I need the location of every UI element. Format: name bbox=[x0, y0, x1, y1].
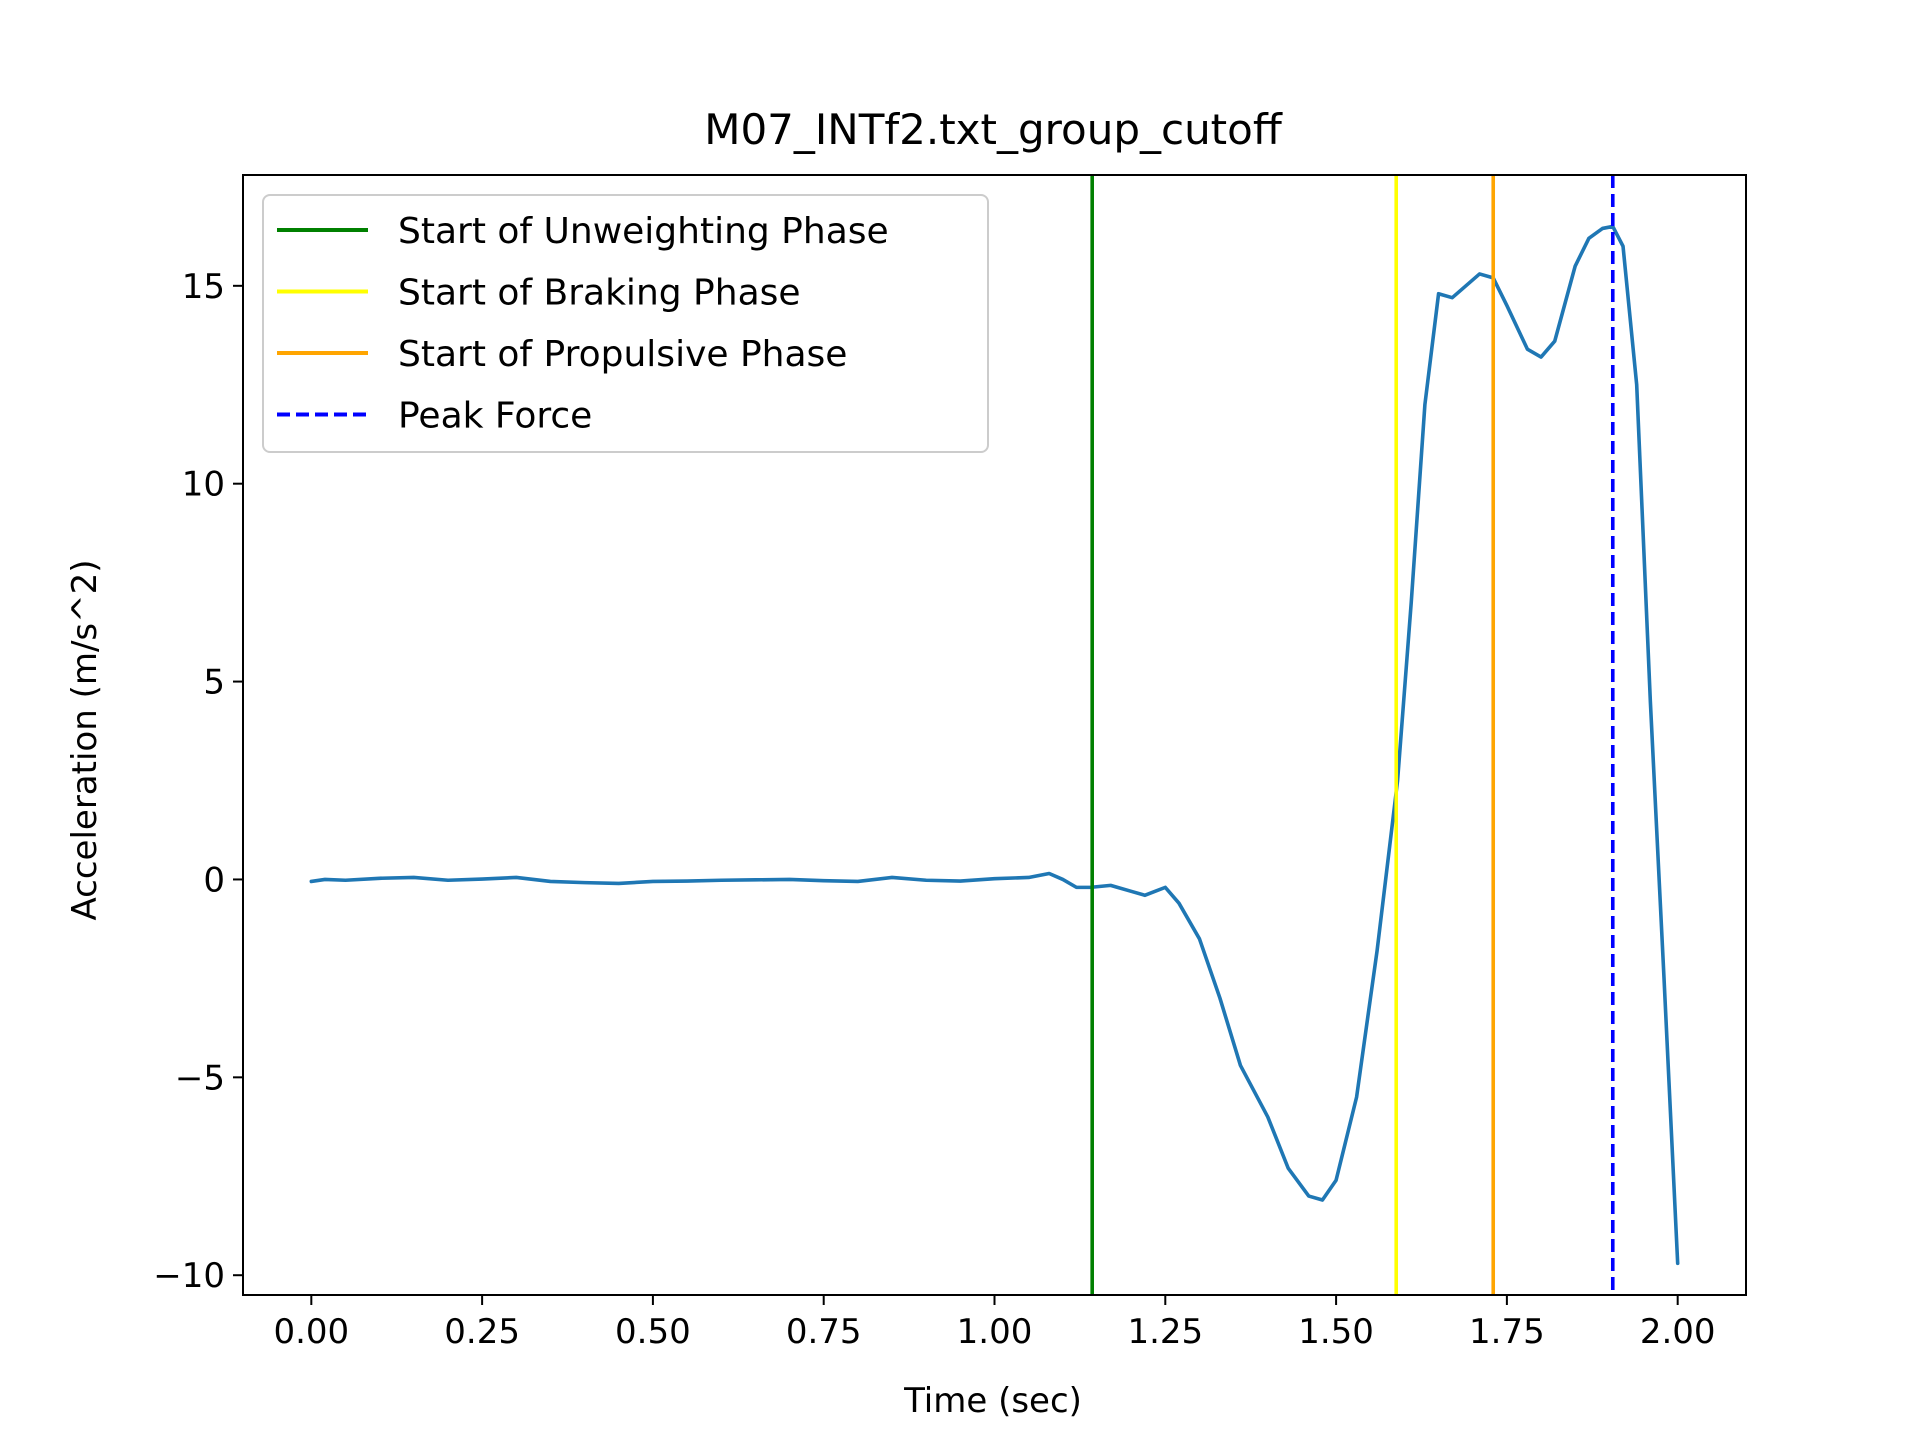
y-tick-label: 15 bbox=[182, 267, 225, 307]
legend-label: Start of Unweighting Phase bbox=[398, 211, 889, 252]
x-tick-label: 1.75 bbox=[1469, 1312, 1545, 1352]
legend-label: Start of Propulsive Phase bbox=[398, 334, 847, 375]
x-tick-label: 0.25 bbox=[444, 1312, 520, 1352]
y-tick-label: 0 bbox=[203, 860, 225, 900]
x-tick-label: 0.50 bbox=[615, 1312, 691, 1352]
y-axis-label: Acceleration (m/s^2) bbox=[65, 559, 105, 920]
x-tick-label: 1.50 bbox=[1298, 1312, 1374, 1352]
x-tick-label: 2.00 bbox=[1640, 1312, 1716, 1352]
x-tick-label: 0.00 bbox=[273, 1312, 349, 1352]
legend: Start of Unweighting Phase Start of Braki… bbox=[262, 194, 989, 453]
x-tick-label: 0.75 bbox=[786, 1312, 862, 1352]
plot-area bbox=[309, 175, 1680, 1295]
x-tick-label: 1.25 bbox=[1127, 1312, 1203, 1352]
x-tick-label: 1.00 bbox=[957, 1312, 1033, 1352]
legend-box bbox=[262, 194, 989, 453]
x-axis-label: Time (sec) bbox=[903, 1381, 1082, 1421]
x-axis: 0.00 0.25 0.50 0.75 1.00 1.25 1.50 1.75 2.00 bbox=[273, 1295, 1716, 1352]
y-axis: −10 −5 0 5 10 15 bbox=[153, 267, 243, 1296]
y-tick-label: 10 bbox=[182, 465, 225, 505]
chart-title: M07_INTf2.txt_group_cutoff bbox=[704, 105, 1283, 154]
y-tick-label: 5 bbox=[203, 663, 225, 703]
legend-label: Peak Force bbox=[398, 396, 592, 437]
y-tick-label: −10 bbox=[153, 1256, 225, 1296]
legend-label: Start of Braking Phase bbox=[398, 273, 801, 314]
y-tick-label: −5 bbox=[175, 1058, 225, 1098]
series-line-0 bbox=[309, 224, 1680, 1266]
